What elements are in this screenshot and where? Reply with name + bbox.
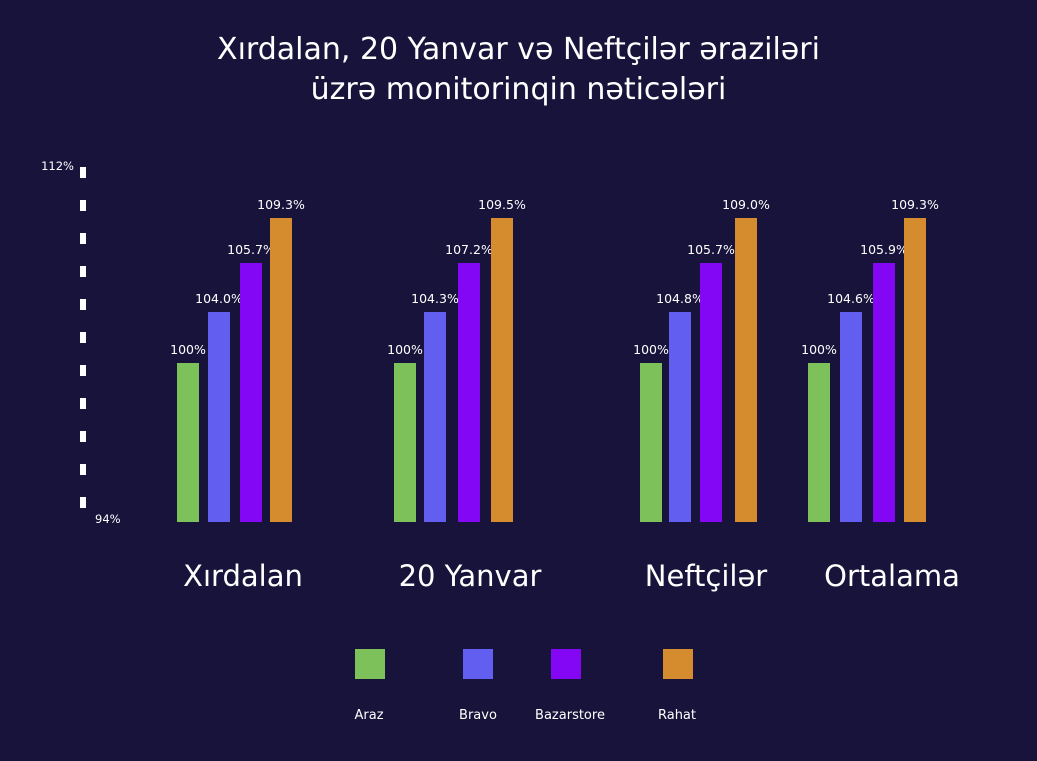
bar-bazarstore-3 bbox=[873, 263, 895, 522]
bar-rahat-0 bbox=[270, 218, 292, 522]
bar-rahat-3 bbox=[904, 218, 926, 522]
data-label: 100% bbox=[170, 342, 206, 357]
bar-bravo-3 bbox=[840, 312, 862, 522]
bar-araz-0 bbox=[177, 363, 199, 522]
data-label: 109.0% bbox=[722, 197, 770, 212]
bar-rahat-2 bbox=[735, 218, 757, 522]
legend-label: Araz bbox=[354, 708, 383, 723]
chart-title-line-1: Xırdalan, 20 Yanvar və Neftçilər ərazilə… bbox=[217, 32, 820, 67]
data-label: 100% bbox=[801, 342, 837, 357]
data-label: 105.7% bbox=[227, 242, 275, 257]
legend-label: Bravo bbox=[459, 708, 497, 723]
legend-label: Rahat bbox=[658, 708, 696, 723]
bar-araz-2 bbox=[640, 363, 662, 522]
bar-bazarstore-2 bbox=[700, 263, 722, 522]
bar-rahat-1 bbox=[491, 218, 513, 522]
data-label: 104.6% bbox=[827, 291, 875, 306]
bar-bazarstore-0 bbox=[240, 263, 262, 522]
bar-bravo-1 bbox=[424, 312, 446, 522]
bar-araz-1 bbox=[394, 363, 416, 522]
chart-title-line-2: üzrə monitorinqin nəticələri bbox=[310, 72, 727, 107]
legend-swatch-rahat bbox=[663, 649, 693, 679]
data-label: 107.2% bbox=[445, 242, 493, 257]
bar-bravo-2 bbox=[669, 312, 691, 522]
legend-label: Bazarstore bbox=[535, 708, 605, 723]
legend-swatch-bazarstore bbox=[551, 649, 581, 679]
legend-swatch-araz bbox=[355, 649, 385, 679]
data-label: 105.7% bbox=[687, 242, 735, 257]
y-tick-label-bottom: 94% bbox=[95, 512, 121, 526]
data-label: 100% bbox=[633, 342, 669, 357]
data-label: 104.0% bbox=[195, 291, 243, 306]
bar-bazarstore-1 bbox=[458, 263, 480, 522]
chart-title: Xırdalan, 20 Yanvar və Neftçilər ərazilə… bbox=[0, 30, 1037, 110]
data-label: 104.8% bbox=[656, 291, 704, 306]
category-label: Ortalama bbox=[824, 559, 960, 593]
category-label: Xırdalan bbox=[183, 559, 303, 593]
legend-swatch-bravo bbox=[463, 649, 493, 679]
data-label: 105.9% bbox=[860, 242, 908, 257]
y-tick-label-top: 112% bbox=[41, 159, 74, 173]
data-label: 100% bbox=[387, 342, 423, 357]
data-label: 109.5% bbox=[478, 197, 526, 212]
data-label: 109.3% bbox=[257, 197, 305, 212]
data-label: 109.3% bbox=[891, 197, 939, 212]
data-label: 104.3% bbox=[411, 291, 459, 306]
category-label: Neftçilər bbox=[645, 559, 768, 593]
bar-bravo-0 bbox=[208, 312, 230, 522]
category-label: 20 Yanvar bbox=[399, 559, 542, 593]
bar-araz-3 bbox=[808, 363, 830, 522]
